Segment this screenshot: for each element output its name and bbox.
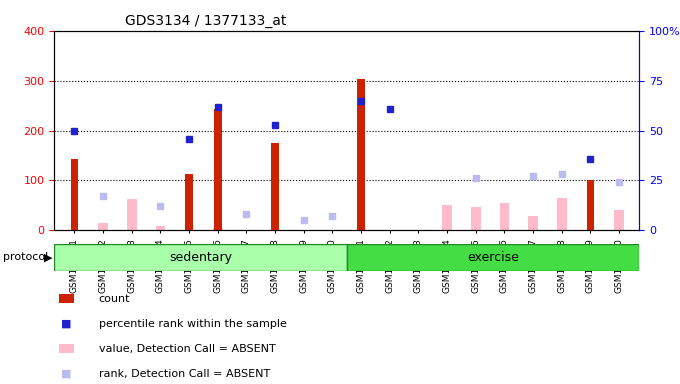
Bar: [500, 203, 509, 230]
Bar: [213, 228, 222, 230]
Text: count: count: [99, 294, 130, 304]
Bar: [71, 159, 78, 230]
Text: sedentary: sedentary: [169, 251, 232, 264]
Text: protocol: protocol: [3, 252, 49, 262]
Bar: [347, 244, 639, 271]
Text: percentile rank within the sample: percentile rank within the sample: [99, 319, 286, 329]
Bar: [54, 244, 347, 271]
Text: ■: ■: [61, 319, 72, 329]
Bar: [528, 217, 538, 230]
Bar: [99, 223, 108, 230]
Bar: [357, 79, 365, 230]
Bar: [615, 210, 624, 230]
Bar: [127, 199, 137, 230]
Bar: [471, 207, 481, 230]
Bar: [271, 143, 279, 230]
Text: value, Detection Call = ABSENT: value, Detection Call = ABSENT: [99, 344, 275, 354]
Text: rank, Detection Call = ABSENT: rank, Detection Call = ABSENT: [99, 369, 270, 379]
Bar: [443, 205, 452, 230]
Bar: [156, 227, 165, 230]
Bar: [214, 109, 222, 230]
Bar: [557, 198, 566, 230]
Text: exercise: exercise: [467, 251, 519, 264]
Bar: [185, 174, 193, 230]
Text: ■: ■: [61, 369, 72, 379]
Text: GDS3134 / 1377133_at: GDS3134 / 1377133_at: [124, 14, 286, 28]
Bar: [587, 180, 594, 230]
Text: ▶: ▶: [44, 252, 53, 262]
